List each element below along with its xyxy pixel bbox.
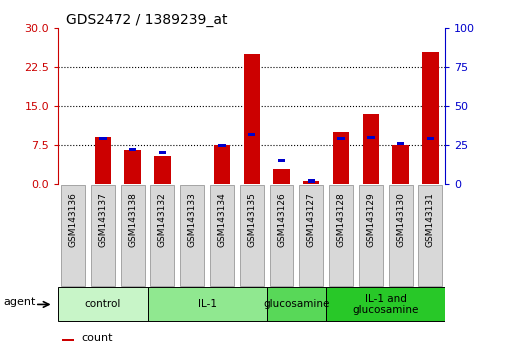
Bar bbox=[392, 145, 408, 184]
FancyBboxPatch shape bbox=[147, 287, 266, 321]
Text: IL-1 and
glucosamine: IL-1 and glucosamine bbox=[352, 293, 418, 315]
Bar bbox=[367, 136, 374, 139]
Bar bbox=[62, 339, 74, 342]
FancyBboxPatch shape bbox=[388, 185, 412, 286]
Text: GSM143137: GSM143137 bbox=[98, 192, 107, 247]
FancyBboxPatch shape bbox=[58, 287, 147, 321]
Text: GSM143126: GSM143126 bbox=[276, 192, 285, 247]
Bar bbox=[247, 133, 255, 136]
Text: GSM143138: GSM143138 bbox=[128, 192, 137, 247]
Bar bbox=[129, 148, 136, 152]
FancyBboxPatch shape bbox=[269, 185, 293, 286]
Bar bbox=[273, 169, 289, 184]
Bar bbox=[154, 155, 170, 184]
Bar bbox=[159, 152, 166, 154]
Bar bbox=[218, 144, 225, 147]
Text: GSM143129: GSM143129 bbox=[366, 192, 375, 247]
FancyBboxPatch shape bbox=[299, 185, 323, 286]
Bar bbox=[396, 142, 403, 145]
FancyBboxPatch shape bbox=[418, 185, 441, 286]
FancyBboxPatch shape bbox=[180, 185, 204, 286]
FancyBboxPatch shape bbox=[239, 185, 263, 286]
FancyBboxPatch shape bbox=[91, 185, 115, 286]
Text: GDS2472 / 1389239_at: GDS2472 / 1389239_at bbox=[66, 13, 227, 27]
Text: GSM143135: GSM143135 bbox=[247, 192, 256, 247]
Text: count: count bbox=[81, 333, 113, 343]
Text: GSM143136: GSM143136 bbox=[69, 192, 77, 247]
Bar bbox=[421, 52, 438, 184]
Text: GSM143134: GSM143134 bbox=[217, 192, 226, 247]
Bar bbox=[124, 150, 140, 184]
FancyBboxPatch shape bbox=[266, 287, 326, 321]
Bar bbox=[213, 145, 230, 184]
Bar bbox=[302, 182, 319, 184]
FancyBboxPatch shape bbox=[210, 185, 233, 286]
Text: glucosamine: glucosamine bbox=[263, 299, 329, 309]
Bar bbox=[332, 132, 348, 184]
Bar bbox=[307, 179, 314, 183]
Bar bbox=[277, 159, 285, 162]
Text: GSM143132: GSM143132 bbox=[158, 192, 167, 247]
Text: GSM143128: GSM143128 bbox=[336, 192, 345, 247]
Text: GSM143130: GSM143130 bbox=[395, 192, 405, 247]
Bar bbox=[243, 54, 260, 184]
Text: GSM143131: GSM143131 bbox=[425, 192, 434, 247]
Text: agent: agent bbox=[3, 297, 35, 307]
Bar bbox=[337, 137, 344, 141]
Text: GSM143133: GSM143133 bbox=[187, 192, 196, 247]
Bar bbox=[94, 137, 111, 184]
FancyBboxPatch shape bbox=[121, 185, 144, 286]
Text: IL-1: IL-1 bbox=[197, 299, 216, 309]
FancyBboxPatch shape bbox=[329, 185, 352, 286]
Bar bbox=[99, 137, 107, 141]
Bar bbox=[362, 114, 378, 184]
FancyBboxPatch shape bbox=[326, 287, 444, 321]
Bar bbox=[426, 137, 433, 141]
Text: control: control bbox=[84, 299, 121, 309]
Text: GSM143127: GSM143127 bbox=[306, 192, 315, 247]
FancyBboxPatch shape bbox=[358, 185, 382, 286]
FancyBboxPatch shape bbox=[150, 185, 174, 286]
FancyBboxPatch shape bbox=[61, 185, 85, 286]
